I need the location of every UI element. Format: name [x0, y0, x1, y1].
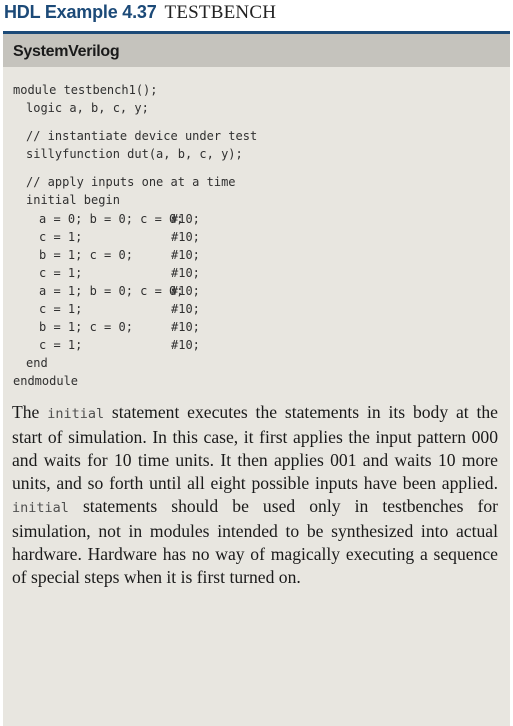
code-line: endmodule	[13, 374, 79, 388]
code-line: c = 1;	[39, 338, 83, 352]
code-line: module testbench1();	[13, 83, 158, 97]
code-delay: #10;	[171, 248, 200, 262]
language-header: SystemVerilog	[3, 34, 510, 67]
code-delay: #10;	[171, 266, 200, 280]
inline-code-keyword: initial	[47, 406, 105, 422]
code-line: sillyfunction dut(a, b, c, y);	[26, 147, 243, 161]
code-line: c = 1;	[39, 266, 83, 280]
code-example-panel: SystemVerilog module testbench1(); logic…	[3, 31, 510, 726]
code-line: a = 0; b = 0; c = 0;	[39, 212, 184, 226]
code-line: c = 1;	[39, 230, 83, 244]
code-delay: #10;	[171, 320, 200, 334]
explanation-text: statements should be used only in testbe…	[12, 496, 498, 587]
code-delay: #10;	[171, 230, 200, 244]
code-comment: // apply inputs one at a time	[26, 175, 236, 189]
inline-code-keyword: initial	[12, 500, 69, 516]
example-title: TESTBENCH	[164, 2, 277, 23]
language-label: SystemVerilog	[13, 43, 120, 60]
code-delay: #10;	[171, 284, 200, 298]
code-comment: // instantiate device under test	[26, 129, 258, 143]
code-delay: #10;	[171, 338, 200, 352]
code-delay: #10;	[171, 212, 200, 226]
code-line: b = 1; c = 0;	[39, 320, 133, 334]
example-header: HDL Example 4.37 TESTBENCH	[4, 2, 509, 24]
code-line: a = 1; b = 0; c = 0;	[39, 284, 184, 298]
code-line: c = 1;	[39, 302, 83, 316]
explanation-text: statement executes the statements in its…	[12, 402, 498, 493]
code-block: module testbench1(); logic a, b, c, y; /…	[3, 34, 510, 726]
example-label: HDL Example 4.37	[4, 2, 157, 22]
code-delay: #10;	[171, 302, 200, 316]
explanation-text: The	[12, 402, 48, 422]
explanation-paragraph: The initial statement executes the state…	[12, 401, 498, 589]
code-line: logic a, b, c, y;	[26, 101, 149, 115]
code-line: initial begin	[26, 193, 120, 207]
code-line: b = 1; c = 0;	[39, 248, 133, 262]
code-line: end	[26, 356, 48, 370]
